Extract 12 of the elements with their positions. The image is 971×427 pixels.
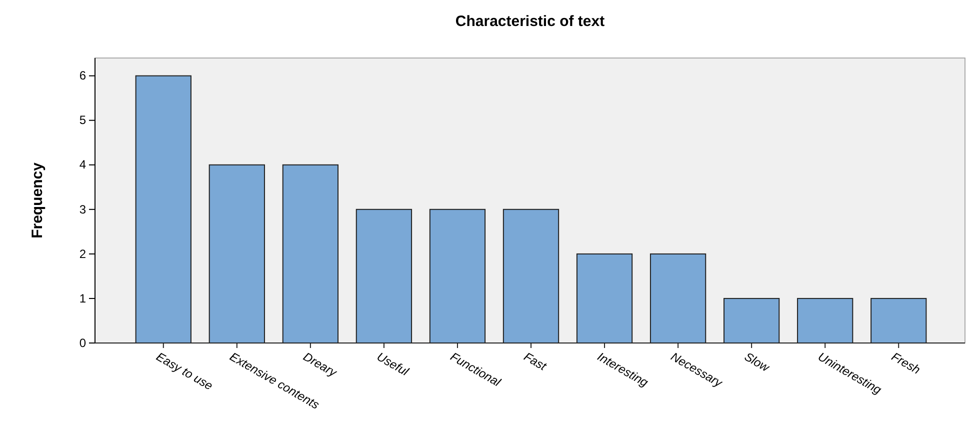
y-tick-label: 4 [79, 158, 86, 172]
x-tick-label: Fast [522, 349, 550, 374]
y-tick-label: 1 [79, 291, 86, 306]
x-tick-label: Easy to use [154, 349, 216, 394]
y-tick-label: 5 [79, 113, 86, 128]
y-tick-label: 0 [79, 336, 86, 350]
chart-title: Characteristic of text [455, 13, 605, 30]
y-axis-title: Frequency [29, 162, 46, 238]
y-tick-label: 6 [79, 68, 86, 83]
y-tick-label: 3 [79, 202, 86, 216]
x-tick-label: Slow [742, 349, 773, 376]
y-tick-label: 2 [79, 246, 86, 261]
